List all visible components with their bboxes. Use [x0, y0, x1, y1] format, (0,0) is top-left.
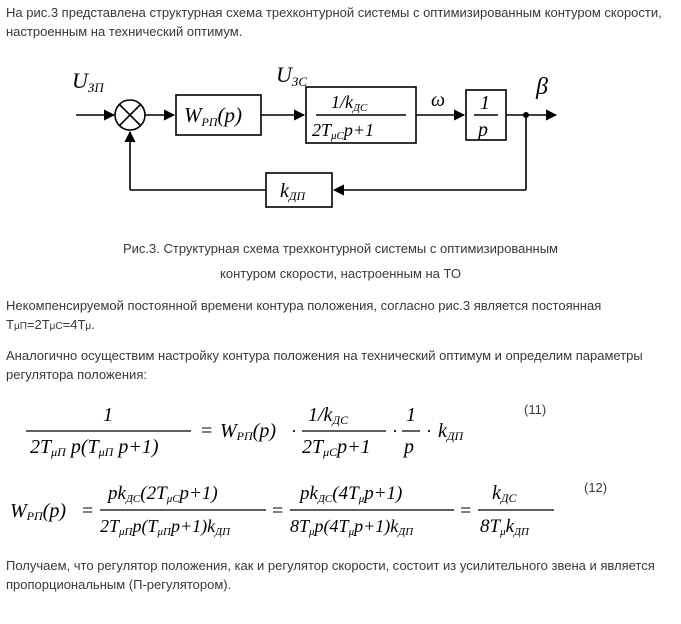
label-U-zc: UЗС: [276, 62, 307, 89]
label-beta: β: [535, 74, 548, 100]
svg-text:·: ·: [291, 421, 297, 441]
eq11-number: (11): [506, 401, 546, 420]
svg-text:8TμkДП: 8TμkДП: [480, 516, 530, 538]
label-1p-bot: p: [476, 119, 488, 141]
svg-text:·: ·: [392, 421, 398, 441]
p2-sub2: μС: [50, 321, 63, 332]
svg-text:=: =: [272, 500, 283, 522]
paragraph-setup: Аналогично осуществим настройку контура …: [6, 347, 675, 385]
svg-text:=: =: [460, 500, 471, 522]
equation-12: WРП(p) = pkДС(2TμСp+1) 2TμПp(TμПp+1)kДП …: [6, 477, 675, 543]
conclusion-paragraph: Получаем, что регулятор положения, как и…: [6, 557, 675, 595]
svg-text:8Tμp(4Tμp+1)kДП: 8Tμp(4Tμp+1)kДП: [290, 516, 414, 538]
label-1p-top: 1: [480, 92, 490, 114]
paragraph-uncompensated: Некомпенсируемой постоянной времени конт…: [6, 297, 675, 335]
svg-text:=: =: [201, 420, 212, 442]
figure-caption-line1: Рис.3. Структурная схема трехконтурной с…: [6, 240, 675, 259]
svg-text:pkДС(2TμСp+1): pkДС(2TμСp+1): [106, 483, 218, 505]
svg-text:pkДС(4Tμp+1): pkДС(4Tμp+1): [298, 483, 402, 505]
svg-text:=: =: [82, 500, 93, 522]
p2a: Некомпенсируемой постоянной времени конт…: [6, 298, 601, 332]
p2-sub1: μП: [14, 321, 27, 332]
intro-paragraph: На рис.3 представлена структурная схема …: [6, 4, 675, 42]
label-omega: ω: [431, 89, 445, 111]
p2b: =2T: [27, 317, 50, 332]
svg-text:WРП(p): WРП(p): [220, 420, 276, 443]
svg-text:1: 1: [406, 404, 416, 426]
figure-caption-line2: контуром скорости, настроенным на ТО: [6, 265, 675, 284]
svg-text:1: 1: [103, 404, 113, 426]
eq12-number: (12): [566, 479, 607, 498]
svg-text:WРП(p): WРП(p): [10, 500, 66, 523]
block-diagram: UЗП UЗС WРП(p) 1/kДС 2TμСp+1 ω 1 p β kДП: [6, 54, 675, 226]
svg-text:p: p: [402, 436, 414, 458]
equation-11: 1 2TμП p(TμП p+1) = WРП(p) · 1/kДС 2TμСp…: [6, 399, 675, 463]
svg-text:2TμП p(TμП p+1): 2TμП p(TμП p+1): [30, 436, 159, 459]
svg-text:2TμПp(TμПp+1)kДП: 2TμПp(TμПp+1)kДП: [100, 516, 231, 538]
svg-text:2TμСp+1: 2TμСp+1: [302, 436, 371, 459]
svg-text:kДП: kДП: [438, 420, 465, 443]
label-frac-bot: 2TμСp+1: [312, 120, 374, 142]
svg-text:kДС: kДС: [492, 482, 518, 505]
label-U-zp: UЗП: [72, 68, 105, 95]
svg-text:1/kДС: 1/kДС: [308, 404, 349, 427]
p2d: .: [91, 317, 95, 332]
svg-text:·: ·: [426, 421, 432, 441]
p2c: =4T: [63, 317, 86, 332]
